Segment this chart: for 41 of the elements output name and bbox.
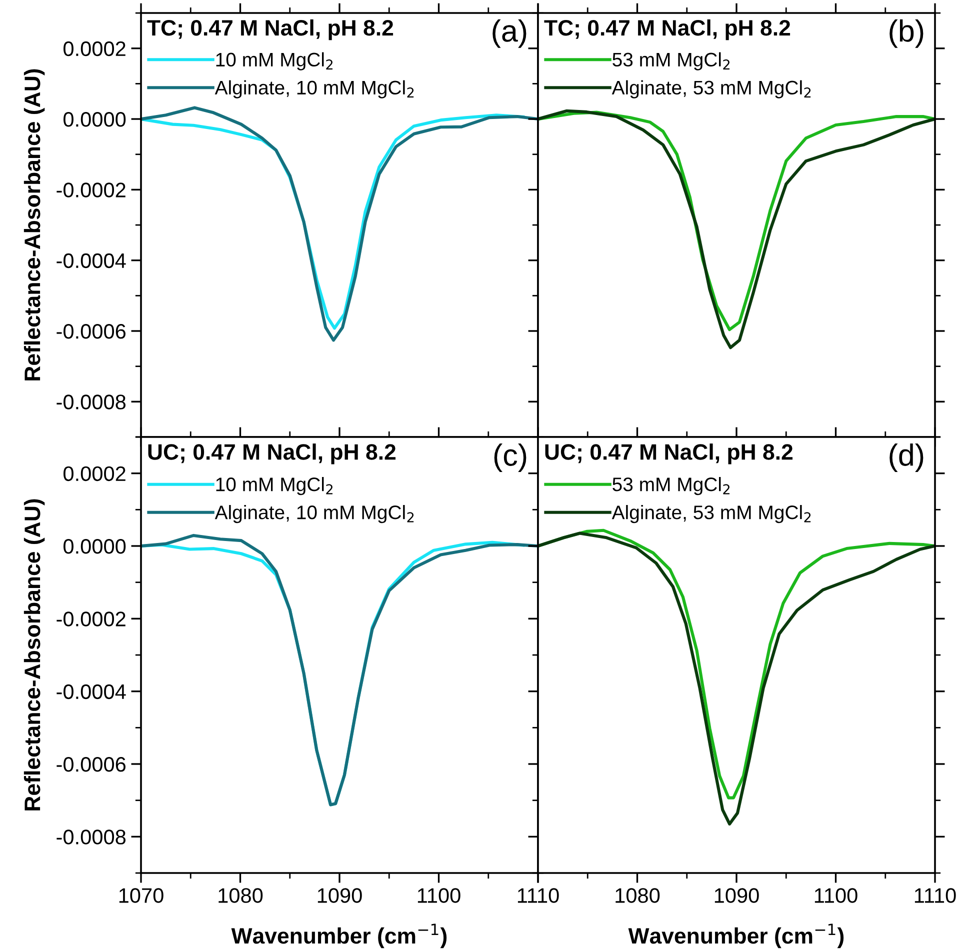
y-tick-label: -0.0006 (56, 324, 126, 339)
annotation: (d) (890, 444, 924, 472)
y-tick-label: 0.0002 (64, 466, 126, 482)
annotation: (c) (494, 444, 526, 472)
y-tick-label: -0.0004 (56, 684, 126, 700)
x-tick-label: 1070 (119, 888, 164, 903)
legend-label: Alginate, 53 mM MgCl$_{2}$ (612, 80, 811, 98)
x-tick-label: 1090 (714, 888, 759, 903)
x-tick-label: 1110 (914, 888, 956, 903)
x-tick-label: 1080 (616, 888, 660, 903)
legend-label: Alginate, 53 mM MgCl$_{2}$ (612, 504, 811, 524)
x-tick-label: 1100 (418, 888, 460, 903)
legend-label: 53 mM MgCl$_{2}$ (612, 52, 730, 70)
y-tick-label: -0.0004 (56, 253, 126, 268)
legend-label: 53 mM MgCl$_{2}$ (612, 476, 730, 496)
chart-title: TC; 0.47 M NaCl, pH 8.2 (147, 19, 394, 40)
y-tick-label: -0.0008 (56, 394, 126, 410)
y-tick-label: 0.0002 (64, 41, 126, 56)
legend-label: 10 mM MgCl$_{2}$ (216, 52, 332, 70)
y-tick-label: -0.0002 (56, 182, 126, 198)
y-tick-label: 0.0000 (64, 538, 126, 554)
y-tick-label: 0.0000 (64, 112, 126, 127)
y-tick-label: -0.0008 (56, 830, 126, 844)
x-axis-title: Wavenumber (cm$^{−1}$) (628, 924, 844, 948)
chart-title: UC; 0.47 M NaCl, pH 8.2 (148, 444, 396, 464)
legend-label: Alginate, 10 mM MgCl$_{2}$ (214, 80, 414, 98)
x-tick-label: 1080 (218, 888, 263, 903)
y-axis-title: Reflectance-Absorbance (AU) (24, 499, 45, 810)
legend-label: Alginate, 10 mM MgCl$_{2}$ (214, 504, 414, 524)
chart-title: TC; 0.47 M NaCl, pH 8.2 (544, 19, 790, 40)
annotation: (a) (492, 19, 526, 48)
legend-label: 10 mM MgCl$_{2}$ (216, 476, 332, 496)
x-axis-title: Wavenumber (cm$^{−1}$) (231, 924, 447, 948)
x-tick-label: 1110 (518, 888, 559, 903)
y-tick-label: -0.0006 (56, 757, 126, 772)
chart-title: UC; 0.47 M NaCl, pH 8.2 (545, 444, 793, 464)
x-tick-label: 1100 (814, 888, 858, 903)
y-axis-title: Reflectance-Absorbance (AU) (24, 69, 45, 380)
x-tick-label: 1090 (318, 888, 362, 903)
annotation: (b) (890, 19, 924, 48)
y-tick-label: -0.0002 (56, 612, 126, 626)
